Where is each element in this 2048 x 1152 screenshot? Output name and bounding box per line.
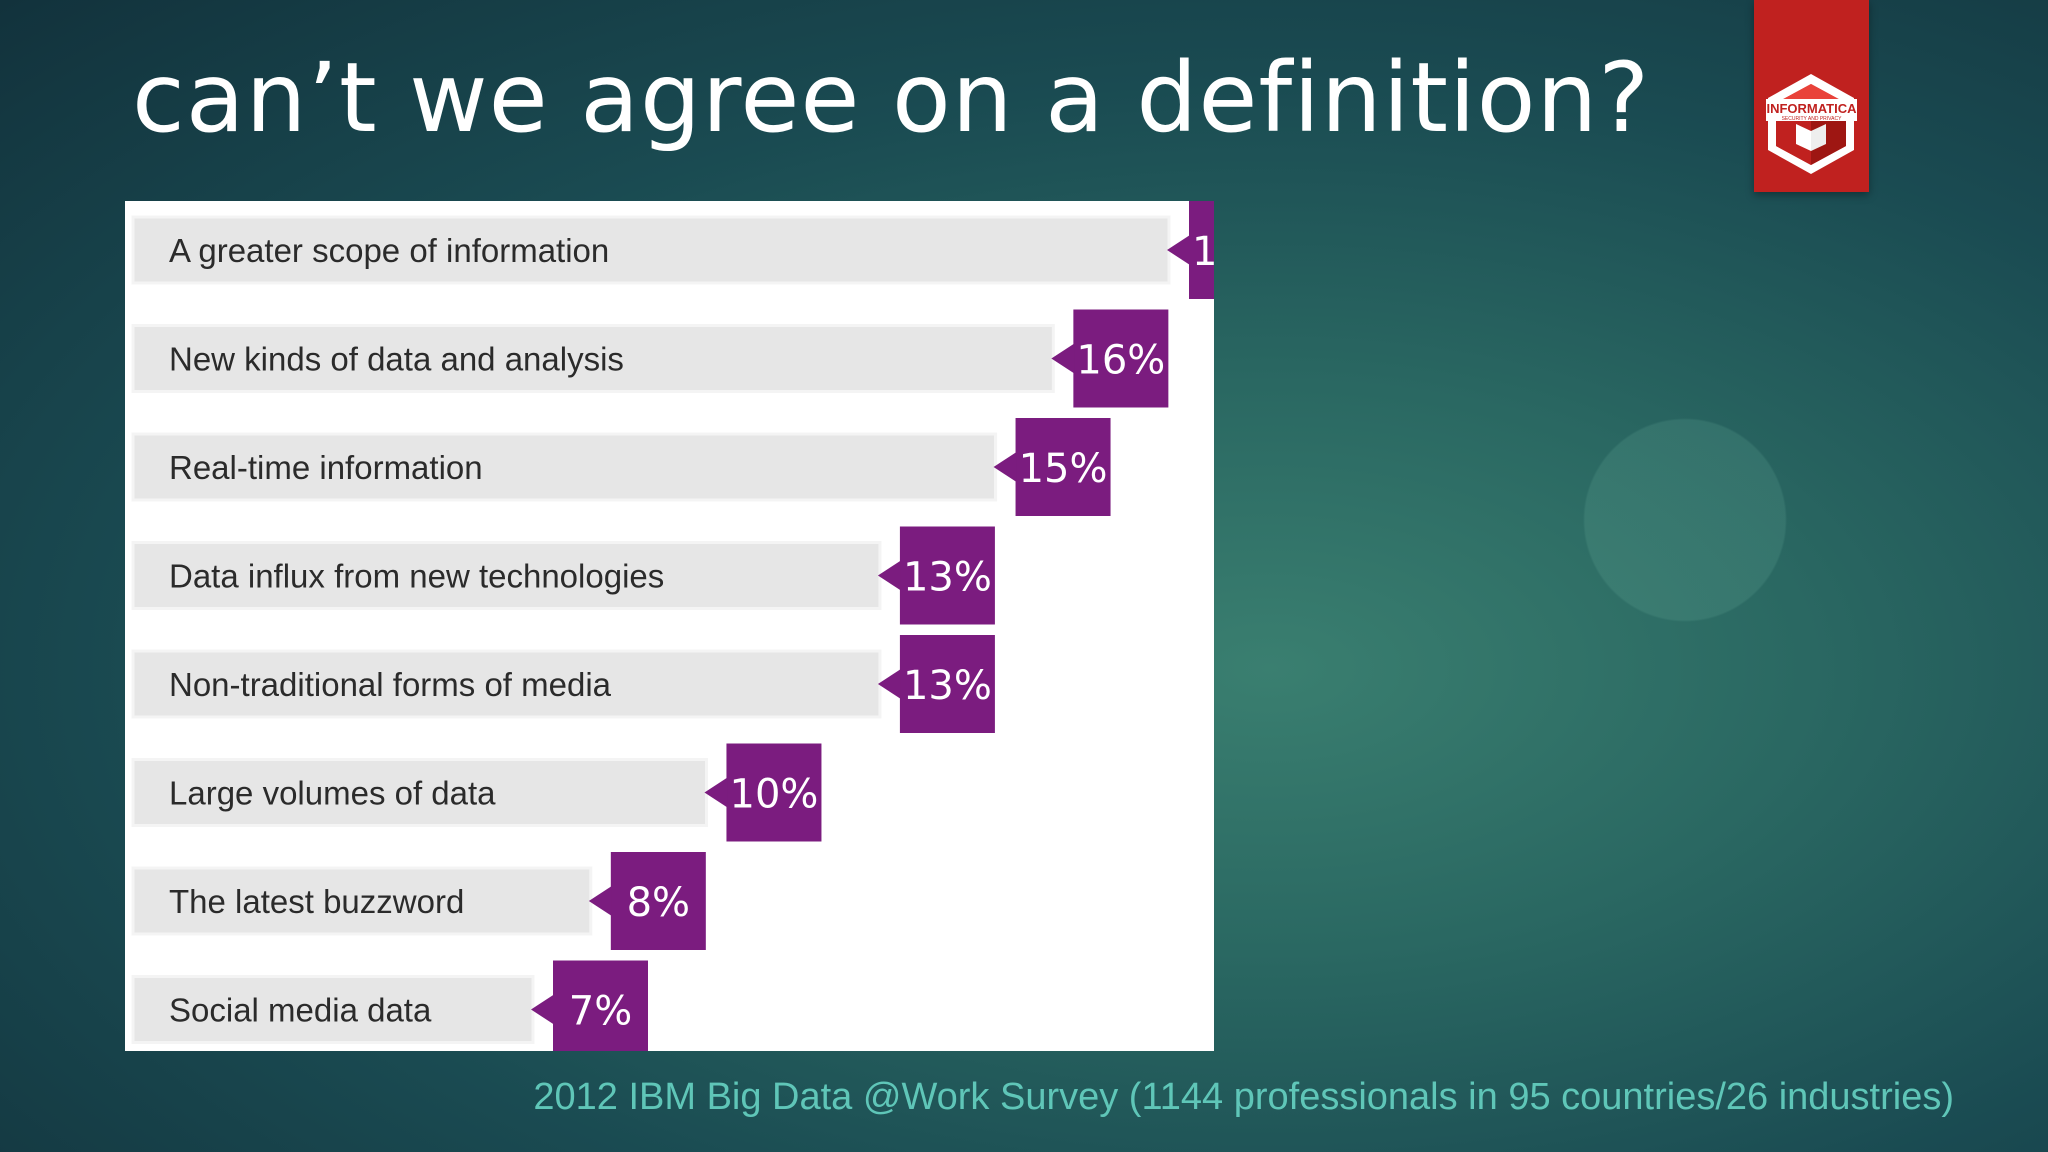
value-label: 18%	[1192, 229, 1214, 275]
category-label: A greater scope of information	[169, 232, 609, 269]
category-label: Non-traditional forms of media	[169, 666, 612, 703]
bar	[131, 541, 882, 610]
value-tag-pointer	[877, 560, 901, 591]
value-label: 7%	[569, 989, 632, 1035]
bar	[131, 866, 593, 936]
category-label: The latest buzzword	[169, 883, 464, 920]
survey-bar-chart: A greater scope of information 18% New kin…	[125, 201, 1214, 1051]
value-tag	[899, 635, 995, 733]
slide-title: can’t we agree on a definition?	[132, 42, 1651, 154]
category-label: Real-time information	[169, 449, 483, 486]
value-tag-pointer	[1167, 235, 1190, 265]
bar-row: A greater scope of information 18%	[131, 201, 1214, 299]
value-label: 13%	[903, 663, 992, 709]
value-tag-pointer	[1051, 343, 1075, 374]
category-label: Large volumes of data	[169, 775, 496, 812]
value-tag-pointer	[877, 669, 901, 699]
bar-row: Data influx from new technologies 13%	[131, 526, 995, 625]
value-label: 15%	[1019, 446, 1108, 492]
value-tag-pointer	[993, 452, 1017, 482]
bar	[131, 215, 1171, 285]
value-tag	[1015, 418, 1111, 516]
logo-text: INFORMATICA	[1766, 101, 1857, 116]
cube-logo-icon: INFORMATICA SECURITY AND PRIVACY	[1766, 74, 1857, 174]
value-tag-pointer	[531, 994, 554, 1025]
chart-svg: A greater scope of information 18% New kin…	[131, 201, 1214, 1051]
value-label: 8%	[627, 880, 690, 926]
value-tag	[1189, 201, 1214, 299]
bar-row: Large volumes of data 10%	[131, 743, 822, 842]
bar-row: Non-traditional forms of media 13%	[131, 635, 995, 733]
value-label: 13%	[903, 555, 992, 601]
informatica-logo: INFORMATICA SECURITY AND PRIVACY	[1754, 0, 1869, 192]
value-tag-pointer	[588, 886, 612, 916]
value-label: 16%	[1076, 338, 1165, 384]
bar-row: Real-time information 15%	[131, 418, 1111, 516]
bar-row: New kinds of data and analysis 16%	[131, 309, 1169, 408]
value-tag	[899, 526, 995, 625]
value-tag	[1073, 309, 1169, 408]
category-label: New kinds of data and analysis	[169, 341, 624, 378]
bar-row: The latest buzzword 8%	[131, 852, 706, 950]
bar-row: Social media data 7%	[131, 960, 648, 1051]
value-label: 10%	[730, 772, 819, 818]
category-label: Social media data	[169, 992, 432, 1029]
source-citation: 2012 IBM Big Data @Work Survey (1144 pro…	[533, 1076, 1954, 1118]
value-tag-pointer	[704, 777, 728, 808]
category-label: Data influx from new technologies	[169, 558, 664, 595]
bar	[131, 758, 708, 827]
value-tag	[553, 960, 648, 1051]
logo-subtext: SECURITY AND PRIVACY	[1782, 116, 1842, 122]
value-tag	[610, 852, 706, 950]
bar	[131, 432, 998, 502]
value-tag	[726, 743, 822, 842]
